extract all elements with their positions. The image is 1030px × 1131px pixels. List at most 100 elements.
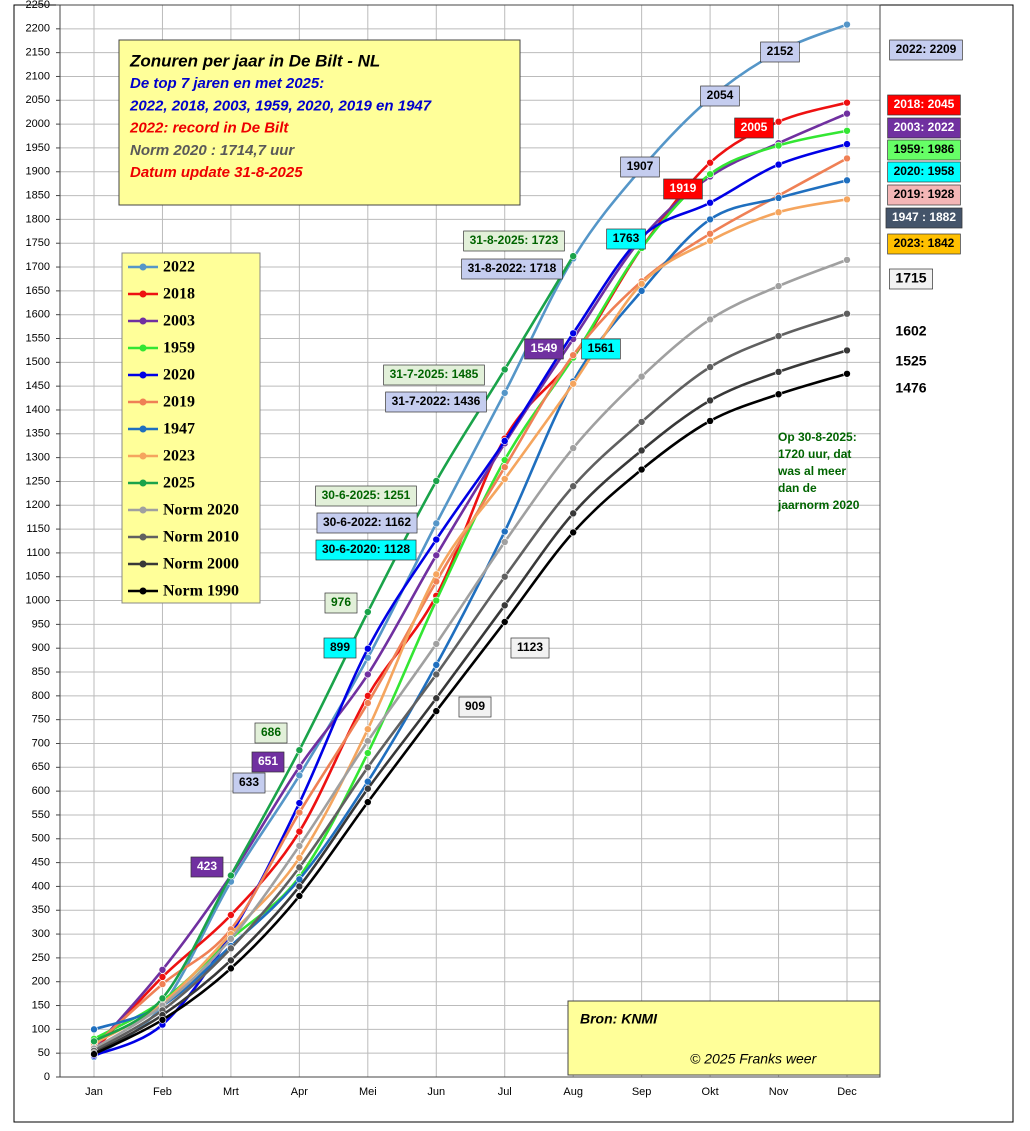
data-point (637, 465, 646, 474)
legend-marker (139, 506, 147, 514)
data-point (774, 208, 783, 217)
data-point (569, 444, 577, 452)
data-point (706, 215, 714, 224)
data-point (706, 198, 714, 207)
legend-marker (139, 452, 147, 460)
note-line: was al meer (777, 464, 846, 478)
data-label-box (324, 592, 358, 614)
data-point (295, 854, 304, 862)
data-label: 31-7-2022: 1436 (392, 394, 481, 408)
data-point (569, 351, 577, 359)
data-labels: 423 651 633 686 899 976 30-6-2025: 1251 30-6-20… (190, 39, 963, 878)
data-point (706, 237, 714, 245)
data-label-box (254, 722, 288, 744)
data-point (637, 446, 646, 455)
y-tick-label: 100 (32, 1023, 50, 1035)
y-tick-label: 1350 (26, 428, 50, 440)
credit: © 2025 Franks weer (690, 1051, 818, 1067)
y-tick-label: 600 (32, 785, 50, 797)
data-label: 2019: 1928 (894, 187, 955, 201)
data-point (90, 1050, 98, 1058)
y-tick-label: 1250 (26, 475, 50, 487)
data-point (364, 749, 372, 757)
data-point (843, 154, 851, 163)
y-tick-label: 1550 (26, 332, 50, 344)
info-lines: De top 7 jaren en met 2025: 2022, 2018, 2… (129, 75, 432, 181)
x-tick-label: Jun (427, 1086, 445, 1098)
data-point (774, 368, 783, 376)
data-point (364, 670, 372, 679)
data-label: 1549 (531, 341, 558, 355)
y-tick-label: 1300 (26, 452, 50, 464)
data-point (432, 570, 441, 579)
y-tick-label: 1750 (26, 237, 50, 249)
x-tick-label: Nov (769, 1086, 789, 1098)
y-tick-label: 200 (32, 976, 50, 988)
data-point (500, 618, 509, 626)
data-label-box (315, 485, 417, 507)
y-tick-label: 2050 (26, 94, 50, 106)
note-line: Op 30-8-2025: (778, 430, 857, 444)
data-label: 1561 (588, 341, 615, 355)
data-label-box (510, 637, 550, 659)
data-point (500, 538, 509, 546)
data-label-box (889, 352, 933, 372)
data-label-box (385, 391, 487, 413)
legend-marker (139, 533, 147, 541)
data-point (227, 956, 235, 965)
data-point (500, 463, 509, 471)
data-point (158, 1016, 167, 1024)
y-tick-label: 1800 (26, 213, 50, 225)
data-label-box (620, 156, 660, 178)
y-tick-label: 2100 (26, 70, 50, 82)
data-label: 1525 (895, 353, 926, 369)
data-point (843, 98, 851, 107)
data-point (569, 509, 577, 518)
data-point (843, 369, 851, 378)
data-label: 1947 : 1882 (892, 210, 956, 224)
legend-marker (139, 560, 147, 568)
info-box (118, 39, 521, 206)
legend: 2022 2018 2003 1959 2020 2019 1947 2023 2025 Norm… (128, 259, 239, 600)
legend-marker (139, 290, 147, 298)
data-point (706, 170, 714, 178)
legend-marker (139, 317, 147, 325)
data-point (364, 725, 372, 733)
legend-label: Norm 2010 (163, 529, 239, 546)
data-point (637, 279, 646, 288)
data-point (843, 256, 851, 264)
data-label-box (316, 512, 418, 534)
data-label-box (887, 117, 961, 139)
y-tick-label: 300 (32, 928, 50, 940)
data-point (706, 363, 714, 371)
data-point (637, 287, 646, 295)
y-tick-label: 1950 (26, 142, 50, 154)
data-point (706, 158, 714, 167)
legend-label: Norm 1990 (163, 583, 239, 600)
data-label: 2023: 1842 (894, 236, 955, 250)
y-tick-label: 250 (32, 952, 50, 964)
data-label: 2152 (767, 44, 794, 58)
data-label: 2003: 2022 (894, 120, 955, 134)
x-tick-label: Jul (498, 1086, 512, 1098)
y-tick-label: 350 (32, 904, 50, 916)
data-point (774, 117, 783, 126)
legend-label: Norm 2000 (163, 556, 239, 573)
data-point (227, 964, 235, 973)
x-tick-label: Okt (702, 1086, 719, 1098)
data-point (843, 20, 851, 29)
data-point (158, 965, 167, 974)
data-point (500, 572, 509, 581)
data-label: 423 (197, 859, 217, 873)
data-label-box (524, 338, 564, 360)
source-box (567, 1000, 881, 1076)
data-point (364, 699, 372, 707)
y-tick-label: 2200 (26, 23, 50, 35)
data-point (227, 935, 235, 943)
data-point (432, 661, 441, 669)
legend-label: 2003 (163, 313, 195, 330)
y-tick-label: 2000 (26, 118, 50, 130)
x-tick-label: Feb (153, 1086, 172, 1098)
data-point (295, 882, 304, 891)
